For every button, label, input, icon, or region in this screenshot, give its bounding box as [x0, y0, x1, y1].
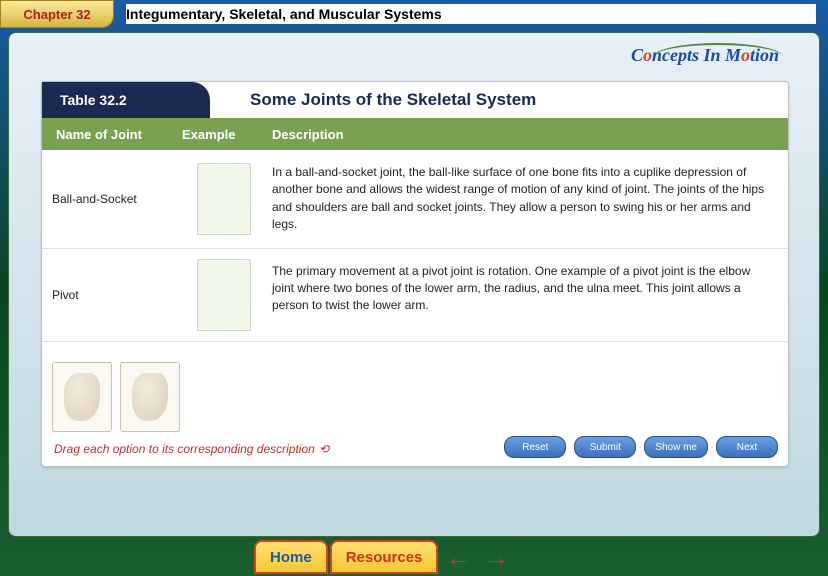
- table-panel: Table 32.2 Some Joints of the Skeletal S…: [41, 81, 789, 467]
- joint-name: Ball-and-Socket: [42, 150, 182, 248]
- prev-arrow-button[interactable]: ←: [440, 542, 476, 572]
- concepts-in-motion-logo: Concepts In Motion: [631, 45, 779, 66]
- joint-name: Pivot: [42, 249, 182, 341]
- action-buttons: Reset Submit Show me Next: [504, 436, 778, 458]
- joint-description: In a ball-and-socket joint, the ball-lik…: [266, 150, 788, 248]
- reset-button[interactable]: Reset: [504, 436, 566, 458]
- show-me-button[interactable]: Show me: [644, 436, 708, 458]
- drag-option[interactable]: [52, 362, 112, 432]
- bone-icon: [132, 373, 168, 421]
- table-title: Some Joints of the Skeletal System: [210, 90, 788, 110]
- drop-target[interactable]: [197, 163, 251, 235]
- next-button[interactable]: Next: [716, 436, 778, 458]
- refresh-icon: ⟲: [319, 442, 329, 456]
- example-drop-cell: [182, 150, 266, 248]
- col-header-description: Description: [266, 127, 788, 142]
- col-header-example: Example: [182, 127, 266, 142]
- drag-options-tray: [52, 362, 180, 432]
- bone-icon: [64, 373, 100, 421]
- outer-frame: Concepts In Motion Table 32.2 Some Joint…: [0, 0, 828, 576]
- bottom-nav-bar: Home Resources ← →: [254, 540, 514, 574]
- example-drop-cell: [182, 249, 266, 341]
- instruction-text: Drag each option to its corresponding de…: [54, 442, 329, 456]
- table-row: Ball-and-Socket In a ball-and-socket joi…: [42, 150, 788, 249]
- resources-button[interactable]: Resources: [330, 540, 439, 574]
- home-button[interactable]: Home: [254, 540, 328, 574]
- content-area: Concepts In Motion Table 32.2 Some Joint…: [8, 32, 820, 537]
- drag-option[interactable]: [120, 362, 180, 432]
- column-header-row: Name of Joint Example Description: [42, 118, 788, 150]
- table-number-label: Table 32.2: [42, 82, 210, 118]
- col-header-name: Name of Joint: [42, 127, 182, 142]
- chapter-tab: Chapter 32: [0, 0, 114, 28]
- drop-target[interactable]: [197, 259, 251, 331]
- table-row: Pivot The primary movement at a pivot jo…: [42, 249, 788, 342]
- table-heading-row: Table 32.2 Some Joints of the Skeletal S…: [42, 82, 788, 118]
- submit-button[interactable]: Submit: [574, 436, 636, 458]
- chapter-title: Integumentary, Skeletal, and Muscular Sy…: [126, 4, 816, 24]
- joint-description: The primary movement at a pivot joint is…: [266, 249, 788, 341]
- next-arrow-button[interactable]: →: [478, 542, 514, 572]
